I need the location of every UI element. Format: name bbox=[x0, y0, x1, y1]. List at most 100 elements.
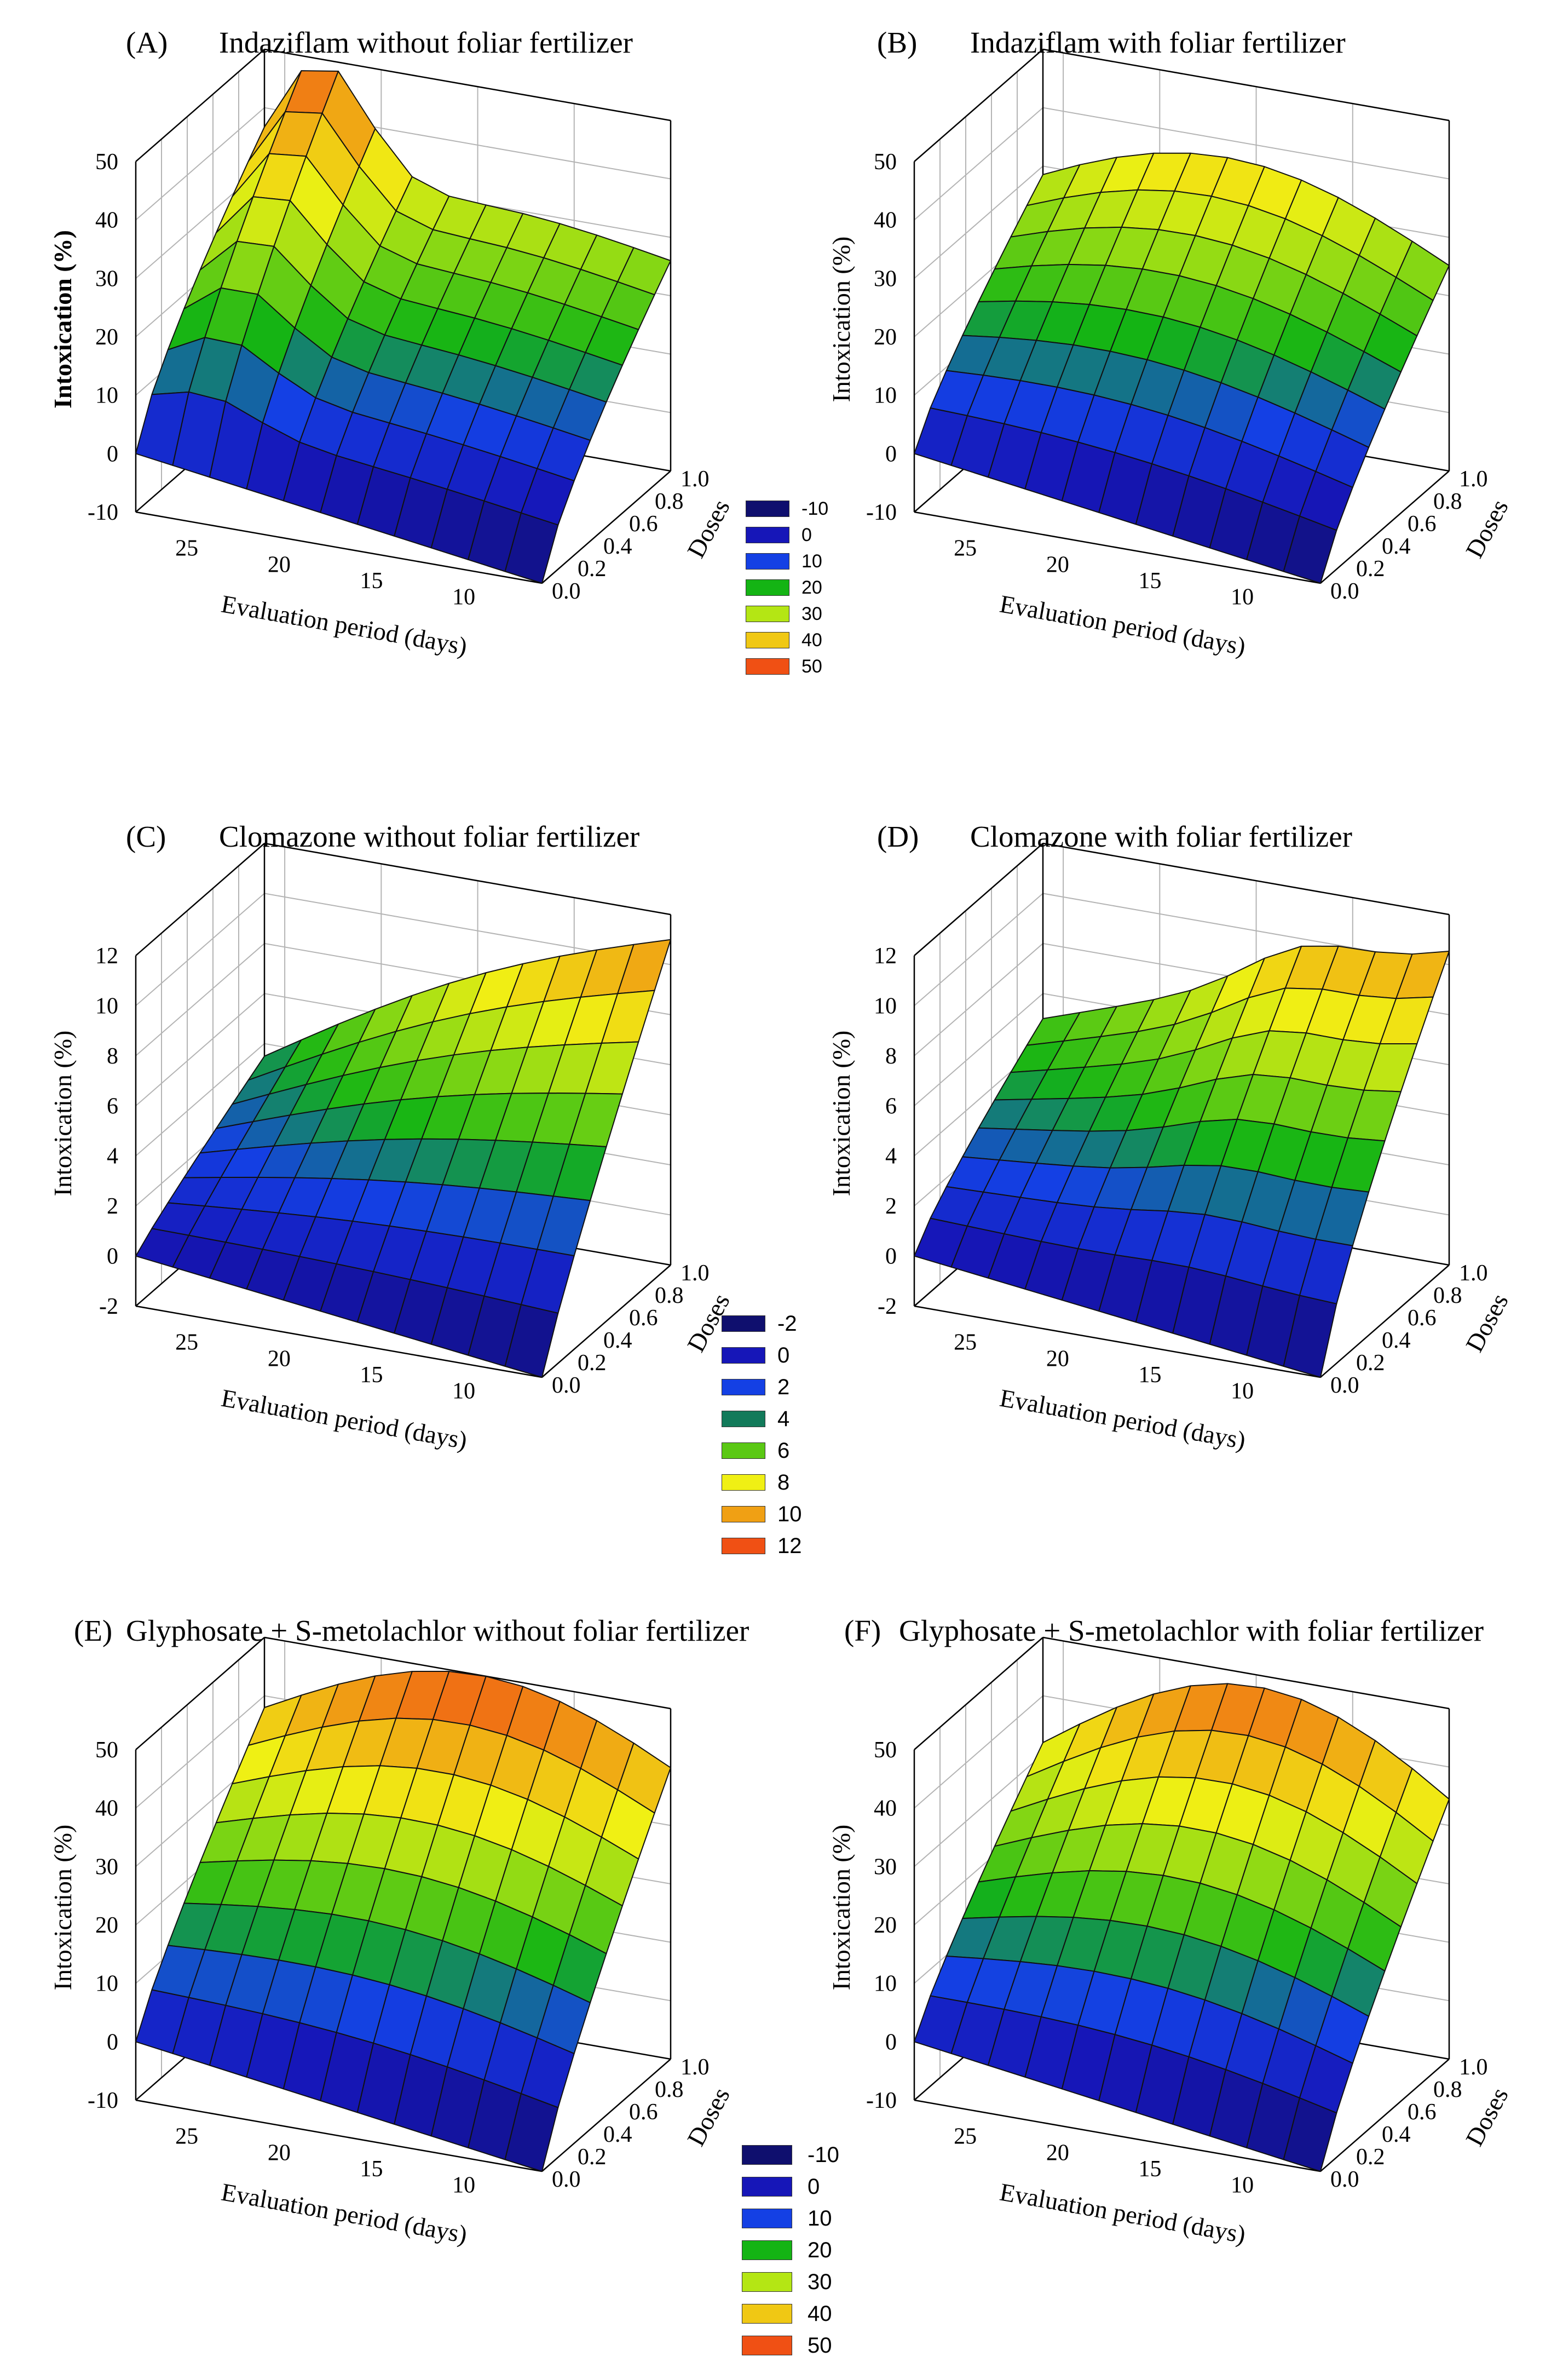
frame-edge bbox=[1042, 48, 1450, 122]
legend-label: 0 bbox=[801, 524, 812, 545]
x-tick-label: 10 bbox=[1231, 1378, 1254, 1404]
z-axis-label: Intoxication (%) bbox=[827, 1825, 855, 1991]
z-tick-label: -10 bbox=[866, 500, 897, 525]
legend-swatch bbox=[722, 1474, 765, 1491]
y-tick-label: 0.6 bbox=[629, 2100, 658, 2125]
panel-title-text: Clomazone without foliar fertilizer bbox=[219, 820, 639, 853]
legend-label: 30 bbox=[801, 603, 822, 624]
legend-swatch bbox=[746, 658, 789, 675]
z-ticks: -10 0 10 20 30 40 50 bbox=[88, 1738, 118, 2113]
z-tick-label: 10 bbox=[95, 1971, 118, 1997]
frame-edge bbox=[264, 1636, 671, 1710]
legend-swatch bbox=[722, 1347, 765, 1364]
x-tick-label: 20 bbox=[268, 2140, 291, 2165]
legend-label: 10 bbox=[777, 1502, 802, 1526]
legend-entry: 20 bbox=[746, 574, 828, 601]
z-ticks: -2 0 2 4 6 8 10 12 bbox=[874, 944, 897, 1319]
z-tick-label: -2 bbox=[99, 1294, 118, 1319]
frame-edge bbox=[914, 1305, 1321, 1378]
legend-swatch bbox=[742, 2272, 792, 2292]
legend-entry: 6 bbox=[722, 1435, 802, 1467]
frame-edge bbox=[1042, 1636, 1450, 1710]
y-axis-label: Doses bbox=[682, 2083, 735, 2151]
frame-edge bbox=[914, 843, 1043, 956]
panel-title: (D) Clomazone with foliar fertilizer bbox=[877, 820, 1352, 853]
z-tick-label: -10 bbox=[866, 2088, 897, 2113]
panel-title-text: Indaziflam with foliar fertilizer bbox=[970, 26, 1346, 59]
z-axis-label: Intoxication (%) bbox=[827, 1031, 855, 1197]
y-tick-label: 0.6 bbox=[1408, 2100, 1437, 2125]
x-ticks: 25 20 15 10 bbox=[175, 536, 475, 610]
surface bbox=[914, 945, 1450, 1378]
z-tick-label: -2 bbox=[878, 1294, 897, 1319]
legend-label: 50 bbox=[801, 656, 822, 677]
z-tick-label: 12 bbox=[874, 944, 897, 969]
x-tick-label: 25 bbox=[954, 2124, 977, 2149]
x-axis-label: Evaluation period (days) bbox=[219, 2178, 469, 2249]
z-tick-label: 20 bbox=[874, 325, 897, 350]
x-ticks: 25 20 15 10 bbox=[954, 536, 1254, 610]
surface bbox=[914, 1683, 1450, 2172]
frame-edge bbox=[264, 842, 671, 916]
x-tick-label: 15 bbox=[360, 2157, 383, 2182]
legend-swatch bbox=[722, 1506, 765, 1522]
y-axis-label: Doses bbox=[682, 495, 735, 562]
x-axis-label: Evaluation period (days) bbox=[997, 2178, 1248, 2249]
y-tick-label: 0.0 bbox=[552, 579, 581, 604]
legend-entry: -2 bbox=[722, 1308, 802, 1340]
x-tick-label: 15 bbox=[1138, 568, 1161, 594]
grid-line-z bbox=[914, 48, 1450, 162]
chart-f: -10 0 10 20 30 40 50 25 20 15 10 0.00.20.40.60.81.0… bbox=[827, 1614, 1514, 2249]
panel-title: (F) Glyphosate + S-metolachlor with folia… bbox=[844, 1614, 1484, 1647]
x-axis-label: Evaluation period (days) bbox=[219, 590, 469, 660]
legend-entry: 50 bbox=[742, 2330, 839, 2361]
surface bbox=[135, 70, 671, 584]
z-tick-label: 0 bbox=[885, 2030, 897, 2055]
chart-e: -10 0 10 20 30 40 50 25 20 15 10 0.00.20.40.60.81.0… bbox=[49, 1614, 749, 2249]
y-tick-label: 0.0 bbox=[1330, 579, 1359, 604]
chart-c-body: -2 0 2 4 6 8 10 12 25 20 15 10 0.00.20.40.60.81.0 Int… bbox=[49, 842, 735, 1455]
grid-line-z bbox=[914, 842, 1450, 956]
x-tick-label: 25 bbox=[954, 1330, 977, 1355]
legend-label: 50 bbox=[808, 2333, 832, 2358]
frame-edge bbox=[1320, 470, 1450, 584]
legend-entry: 8 bbox=[722, 1467, 802, 1498]
legend-label: 4 bbox=[777, 1406, 790, 1431]
z-tick-label: 40 bbox=[874, 1796, 897, 1821]
z-tick-label: 10 bbox=[874, 1971, 897, 1997]
frame-edge bbox=[1042, 842, 1450, 916]
z-tick-label: 0 bbox=[885, 1244, 897, 1269]
frame-edge bbox=[541, 2059, 671, 2172]
chart-d: -2 0 2 4 6 8 10 12 25 20 15 10 0.00.20.40.60.81.0 Int… bbox=[827, 820, 1514, 1455]
y-axis-label: Doses bbox=[1460, 495, 1514, 562]
z-tick-label: 50 bbox=[95, 150, 118, 175]
legend-swatch bbox=[722, 1442, 765, 1459]
y-tick-label: 0.6 bbox=[1408, 1306, 1437, 1331]
z-tick-label: 10 bbox=[95, 993, 118, 1019]
panel-title: (C) Clomazone without foliar fertilizer bbox=[126, 820, 639, 853]
z-tick-label: 30 bbox=[874, 266, 897, 291]
x-axis-label: Evaluation period (days) bbox=[219, 1384, 469, 1455]
legend-label: 30 bbox=[808, 2269, 832, 2294]
legend-swatch bbox=[722, 1315, 765, 1332]
y-tick-label: 0.4 bbox=[1382, 2122, 1411, 2147]
colorbar-legend-ef: -10 0 10 20 30 40 50 bbox=[742, 2139, 839, 2361]
panel-a: -10 0 10 20 30 40 50 25 20 15 10 0.0 0.2 0.4 0.6 0.8 1.0… bbox=[0, 0, 778, 767]
legend-entry: 50 bbox=[746, 653, 828, 680]
z-ticks: -10 0 10 20 30 40 50 bbox=[88, 150, 118, 525]
legend-swatch bbox=[746, 579, 789, 596]
frame-edge bbox=[264, 48, 671, 122]
surface-cell bbox=[504, 2093, 559, 2172]
y-tick-label: 1.0 bbox=[1459, 1261, 1488, 1286]
z-ticks: -10 0 10 20 30 40 50 bbox=[866, 1738, 897, 2113]
y-tick-label: 1.0 bbox=[681, 1261, 710, 1286]
legend-entry: 2 bbox=[722, 1371, 802, 1403]
y-tick-label: 0.6 bbox=[1408, 511, 1437, 537]
y-axis-label: Doses bbox=[1460, 2083, 1514, 2151]
x-ticks: 25 20 15 10 bbox=[954, 1330, 1254, 1404]
y-ticks: 0.00.20.40.60.81.0 bbox=[552, 1261, 710, 1398]
panel-title-text: Glyphosate + S-metolachlor without folia… bbox=[126, 1614, 749, 1647]
z-tick-label: 10 bbox=[874, 383, 897, 409]
frame-edge bbox=[135, 1637, 265, 1750]
legend-label: 0 bbox=[777, 1343, 790, 1367]
